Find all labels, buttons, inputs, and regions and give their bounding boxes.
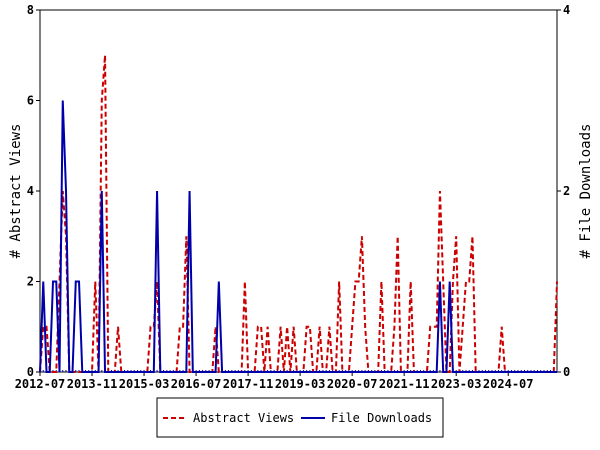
- series-line: [39, 100, 557, 373]
- x-tick-label: 2024-07: [483, 377, 534, 391]
- y-tick-label: 8: [27, 3, 34, 17]
- x-tick-label: 2021-11: [379, 377, 430, 391]
- legend: [156, 397, 444, 438]
- x-tick-label: 2013-11: [67, 377, 118, 391]
- y-tick-label: 6: [27, 94, 34, 108]
- y2-tick-label: 2: [563, 184, 570, 198]
- legend-label: File Downloads: [331, 411, 432, 425]
- y2-axis-label: # File Downloads: [578, 124, 594, 259]
- series-line: [39, 55, 558, 373]
- x-tick-label: 2016-07: [171, 377, 222, 391]
- plot-frame: [39, 9, 558, 373]
- x-tick-label: 2017-11: [223, 377, 274, 391]
- y-tick-label: 0: [27, 365, 34, 379]
- x-tick-label: 2023-03: [431, 377, 482, 391]
- x-tick-label: 2020-07: [327, 377, 378, 391]
- x-tick-label: 2012-07: [15, 377, 66, 391]
- y2-tick-label: 4: [563, 3, 570, 17]
- y2-tick-label: 0: [563, 365, 570, 379]
- legend-label: Abstract Views: [193, 411, 294, 425]
- y-tick-label: 2: [27, 275, 34, 289]
- x-tick-label: 2019-03: [275, 377, 326, 391]
- x-tick-label: 2015-03: [119, 377, 170, 391]
- y-axis-label: # Abstract Views: [8, 124, 24, 259]
- y-tick-label: 4: [27, 184, 34, 198]
